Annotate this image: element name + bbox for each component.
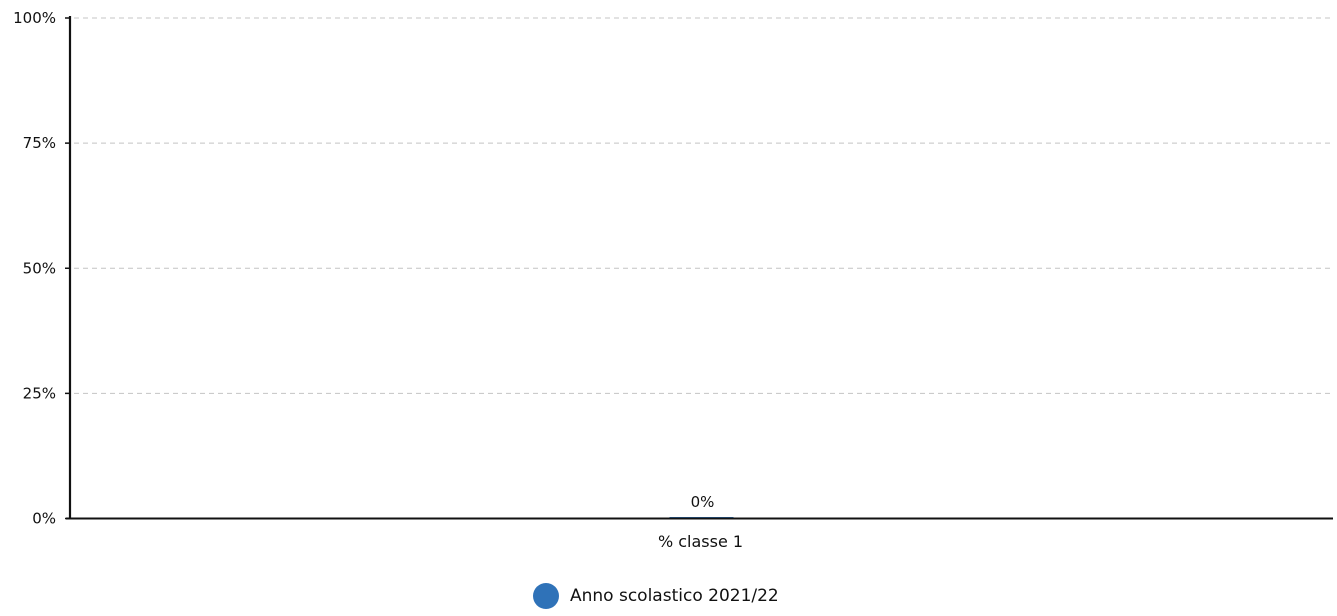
gridlines	[74, 17, 1333, 394]
y-axis-ticks: 0% 25% 50% 75% 100%	[13, 9, 70, 528]
axes	[66, 16, 1333, 520]
legend-item[interactable]: Anno scolastico 2021/22	[533, 583, 779, 609]
legend-label: Anno scolastico 2021/22	[570, 586, 779, 606]
legend-swatch	[533, 583, 559, 609]
bar-data-label: 0%	[691, 493, 715, 511]
data-labels: 0%	[691, 493, 715, 511]
y-tick-label: 50%	[23, 259, 56, 277]
x-axis-ticks: % classe 1	[658, 532, 743, 551]
x-tick-label: % classe 1	[658, 532, 743, 551]
y-tick-label: 0%	[32, 510, 56, 528]
y-tick-label: 25%	[23, 384, 56, 402]
y-tick-label: 75%	[23, 134, 56, 152]
y-tick-label: 100%	[13, 9, 56, 27]
legend: Anno scolastico 2021/22	[533, 583, 779, 609]
